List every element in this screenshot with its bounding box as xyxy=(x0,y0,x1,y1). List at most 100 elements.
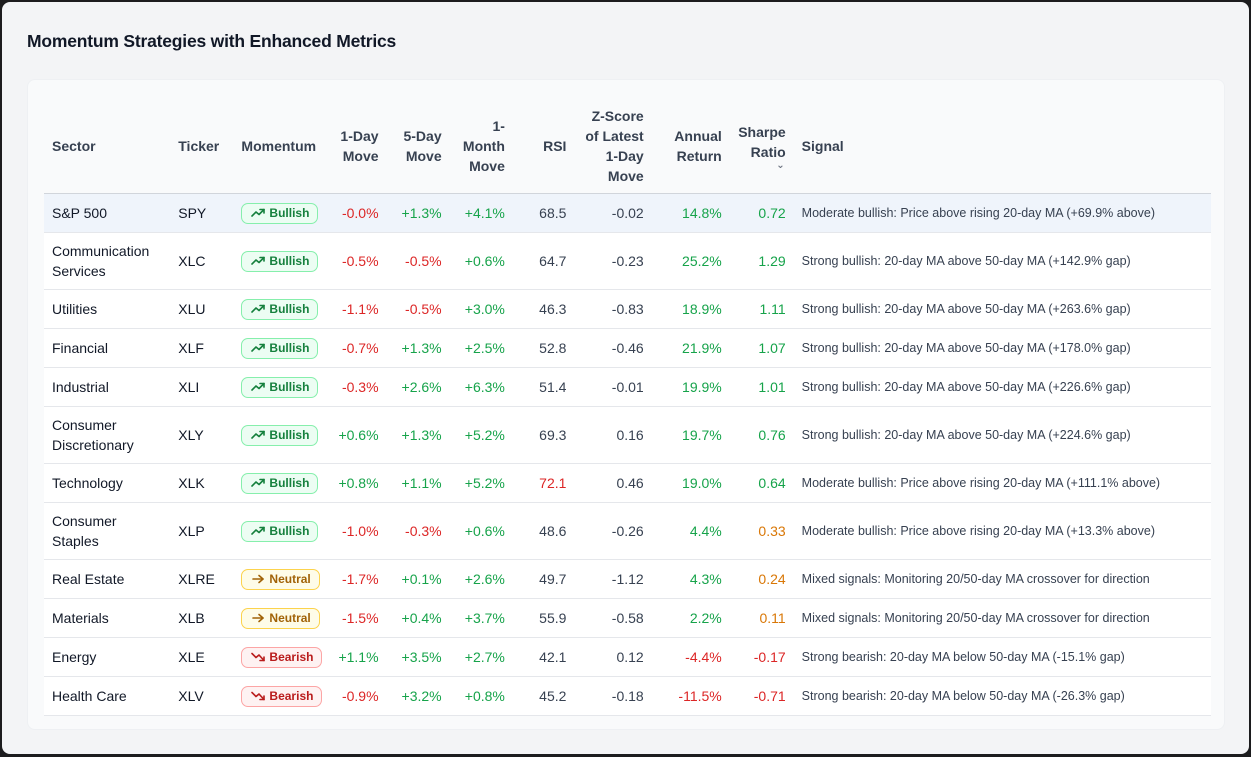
sector-cell: Materials xyxy=(44,598,171,638)
annual-return-cell: 2.2% xyxy=(651,598,730,638)
arrow-right-icon xyxy=(252,613,265,623)
momentum-label: Bullish xyxy=(269,254,310,268)
table-row[interactable]: Consumer Staples XLP Bullish -1.0% -0.3% +0.6… xyxy=(44,502,1211,560)
trending-up-icon xyxy=(251,208,266,217)
one-month-move-cell: +6.3% xyxy=(449,367,513,407)
col-header-signal[interactable]: Signal xyxy=(793,102,1211,194)
ticker-cell: XLC xyxy=(170,232,234,290)
five-day-move-cell: +1.3% xyxy=(386,193,450,233)
table-row[interactable]: Energy XLE Bearish +1.1% +3.5% +2.7% 42.1 0.12-… xyxy=(44,637,1211,677)
table-row[interactable]: Communication Services XLC Bullish -0.5% -0.… xyxy=(44,232,1211,290)
momentum-badge: Bullish xyxy=(241,472,319,494)
trending-up-icon xyxy=(251,256,266,265)
one-day-move-cell: +0.8% xyxy=(330,463,387,503)
zscore-cell: -0.23 xyxy=(574,232,652,290)
sector-cell: Real Estate xyxy=(44,559,171,599)
one-month-move-cell: +2.6% xyxy=(449,559,513,599)
trending-up-icon xyxy=(251,304,266,313)
five-day-move-cell: +0.4% xyxy=(386,598,450,638)
sharpe-ratio-cell: 1.29 xyxy=(729,232,794,290)
one-month-move-cell: +5.2% xyxy=(449,463,513,503)
momentum-badge: Neutral xyxy=(241,568,320,590)
zscore-cell: 0.16 xyxy=(574,406,652,464)
annual-return-cell: -11.5% xyxy=(651,676,730,716)
sector-cell: Consumer Staples xyxy=(44,502,171,560)
col-header-zscore[interactable]: Z-Score of Latest 1-Day Move xyxy=(574,102,652,194)
one-month-move-cell: +0.6% xyxy=(449,232,513,290)
one-day-move-cell: -1.1% xyxy=(330,289,387,329)
one-day-move-cell: +1.1% xyxy=(330,637,387,677)
annual-return-cell: -4.4% xyxy=(651,637,730,677)
chevron-down-icon[interactable]: ⌄ xyxy=(776,160,785,171)
signal-cell: Moderate bullish: Price above rising 20-… xyxy=(793,502,1211,560)
signal-cell: Strong bullish: 20-day MA above 50-day M… xyxy=(793,406,1211,464)
signal-cell: Mixed signals: Monitoring 20/50-day MA c… xyxy=(793,598,1211,638)
table-row[interactable]: Health Care XLV Bearish -0.9% +3.2% +0.8% 45.2… xyxy=(44,676,1211,716)
momentum-label: Bullish xyxy=(269,302,310,316)
table-row[interactable]: Real Estate XLRE Neutral -1.7% +0.1% +2.6% 49.… xyxy=(44,559,1211,599)
momentum-badge: Bearish xyxy=(241,685,323,707)
zscore-cell: -0.83 xyxy=(574,289,652,329)
momentum-table-card: Sector Ticker Momentum 1-Day Move 5-Day Mo… xyxy=(27,79,1225,730)
table-row[interactable]: S&P 500 SPY Bullish -0.0% +1.3% +4.1% 68.5 -0.0… xyxy=(44,193,1211,233)
sector-cell: Consumer Discretionary xyxy=(44,406,171,464)
one-day-move-cell: -1.7% xyxy=(330,559,387,599)
rsi-cell: 51.4 xyxy=(512,367,575,407)
table-row[interactable]: Financial XLF Bullish -0.7% +1.3% +2.5% 52.8 -0… xyxy=(44,328,1211,368)
arrow-right-icon xyxy=(252,574,265,584)
ticker-cell: XLF xyxy=(170,328,234,368)
table-row[interactable]: Industrial XLI Bullish -0.3% +2.6% +6.3% 51.4-… xyxy=(44,367,1211,407)
ticker-cell: XLB xyxy=(170,598,234,638)
one-day-move-cell: -0.9% xyxy=(330,676,387,716)
col-header-1-day-move[interactable]: 1-Day Move xyxy=(330,102,387,194)
table-row[interactable]: Materials XLB Neutral -1.5% +0.4% +3.7% 55.9 -0… xyxy=(44,598,1211,638)
five-day-move-cell: -0.5% xyxy=(386,232,450,290)
signal-cell: Strong bullish: 20-day MA above 50-day M… xyxy=(793,232,1211,290)
momentum-label: Bullish xyxy=(269,206,310,220)
sector-cell: Energy xyxy=(44,637,171,677)
col-header-momentum[interactable]: Momentum xyxy=(233,102,331,194)
momentum-badge: Bullish xyxy=(241,520,319,542)
col-header-rsi[interactable]: RSI xyxy=(512,102,575,194)
one-day-move-cell: -0.5% xyxy=(330,232,387,290)
annual-return-cell: 19.9% xyxy=(651,367,730,407)
table-row[interactable]: Consumer Discretionary XLY Bullish +0.6% +1.… xyxy=(44,406,1211,464)
col-header-5-day-move[interactable]: 5-Day Move xyxy=(386,102,450,194)
zscore-cell: -0.02 xyxy=(574,193,652,233)
rsi-cell: 72.1 xyxy=(512,463,575,503)
momentum-table: Sector Ticker Momentum 1-Day Move 5-Day Mo… xyxy=(44,102,1211,716)
momentum-label: Neutral xyxy=(269,572,311,586)
rsi-cell: 68.5 xyxy=(512,193,575,233)
table-row[interactable]: Utilities XLU Bullish -1.1% -0.5% +3.0% 46.3 -0… xyxy=(44,289,1211,329)
signal-cell: Strong bearish: 20-day MA below 50-day M… xyxy=(793,676,1211,716)
momentum-label: Bullish xyxy=(269,380,310,394)
page-title: Momentum Strategies with Enhanced Metric… xyxy=(27,31,397,51)
annual-return-cell: 4.3% xyxy=(651,559,730,599)
sector-cell: Health Care xyxy=(44,676,171,716)
five-day-move-cell: -0.3% xyxy=(386,502,450,560)
zscore-cell: -0.01 xyxy=(574,367,652,407)
sharpe-ratio-cell: 1.11 xyxy=(729,289,794,329)
momentum-cell: Neutral xyxy=(233,598,331,638)
col-header-annual-return[interactable]: Annual Return xyxy=(651,102,730,194)
five-day-move-cell: +3.2% xyxy=(386,676,450,716)
one-day-move-cell: +0.6% xyxy=(330,406,387,464)
col-header-1-month-move[interactable]: 1- Month Move xyxy=(449,102,513,194)
five-day-move-cell: +2.6% xyxy=(386,367,450,407)
five-day-move-cell: +1.1% xyxy=(386,463,450,503)
ticker-cell: XLI xyxy=(170,367,234,407)
momentum-cell: Bearish xyxy=(233,637,331,677)
zscore-cell: 0.12 xyxy=(574,637,652,677)
ticker-cell: XLRE xyxy=(170,559,234,599)
trending-down-icon xyxy=(251,652,266,662)
col-header-ticker[interactable]: Ticker xyxy=(170,102,234,194)
signal-cell: Moderate bullish: Price above rising 20-… xyxy=(793,193,1211,233)
one-month-move-cell: +2.7% xyxy=(449,637,513,677)
col-header-sector[interactable]: Sector xyxy=(44,102,171,194)
col-header-sharpe-ratio[interactable]: Sharpe Ratio ⌄ xyxy=(729,102,794,194)
rsi-cell: 64.7 xyxy=(512,232,575,290)
sharpe-ratio-cell: -0.71 xyxy=(729,676,794,716)
momentum-cell: Neutral xyxy=(233,559,331,599)
rsi-cell: 42.1 xyxy=(512,637,575,677)
table-row[interactable]: Technology XLK Bullish +0.8% +1.1% +5.2% 72.1 0… xyxy=(44,463,1211,503)
